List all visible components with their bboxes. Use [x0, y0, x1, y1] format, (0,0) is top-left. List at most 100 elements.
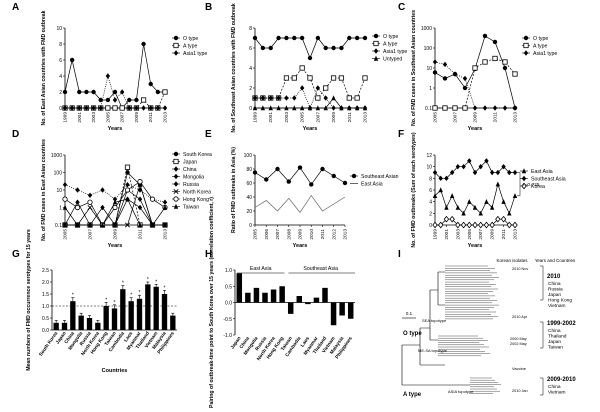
group-years: 1999-2002 [547, 321, 576, 327]
y-axis-label: Pairing of outbreak-time point to South … [209, 197, 215, 408]
legend-marker [523, 42, 529, 49]
data-point [501, 198, 506, 204]
legend-label: Untyped [383, 57, 402, 63]
bar [120, 289, 126, 330]
x-tick-label: 2005 [433, 112, 439, 123]
data-point [323, 95, 328, 101]
y-tick-label: 6 [249, 46, 252, 52]
y-tick-label: 100 [54, 171, 63, 177]
data-point [472, 221, 478, 229]
data-point [260, 45, 266, 51]
series-line [254, 167, 346, 186]
data-point [162, 199, 168, 205]
y-tick-label: 4 [429, 200, 432, 206]
data-point [87, 192, 93, 198]
significance-mark: * [72, 293, 74, 299]
legend-marker [521, 182, 527, 190]
data-point [124, 222, 131, 228]
legend-label: Southeast Asian [361, 174, 399, 180]
data-point [252, 35, 258, 41]
x-tick-label: 2007 [453, 112, 459, 123]
data-point [140, 97, 147, 103]
data-point [62, 222, 68, 228]
data-point [91, 105, 96, 111]
y-tick-label: 100 [424, 46, 433, 52]
series-line [254, 194, 346, 213]
y-tick-label: 8 [249, 26, 252, 32]
x-axis-label: Years [303, 126, 318, 132]
scale-label: 0.1 [406, 311, 413, 316]
group-bracket [540, 321, 544, 349]
data-point [155, 105, 161, 111]
data-point [84, 105, 89, 111]
data-point [69, 57, 75, 63]
data-point [252, 105, 258, 111]
data-point [462, 75, 468, 82]
significance-mark: * [114, 300, 116, 306]
data-point [330, 75, 337, 81]
panel-label: D [12, 129, 19, 140]
significance-mark: * [122, 281, 124, 287]
group-bracket [540, 377, 544, 396]
data-point [501, 163, 506, 170]
y-tick-label: 0 [429, 223, 432, 229]
group-country: Japan [548, 292, 561, 298]
x-tick-label: 2005 [300, 112, 306, 123]
legend-marker [373, 40, 379, 47]
y-tick-label: 1000 [51, 153, 62, 159]
data-point [442, 105, 448, 111]
group-country: Vietnam [548, 390, 566, 396]
data-point [449, 169, 455, 176]
x-tick-label: 2001 [77, 112, 83, 123]
x-tick-label: 2009 [473, 112, 479, 123]
data-point [455, 221, 461, 229]
x-axis-label: Years [468, 243, 483, 249]
data-point [105, 97, 111, 103]
data-point [284, 95, 289, 101]
data-point [432, 193, 438, 199]
data-point [307, 75, 313, 81]
data-point [98, 105, 103, 111]
y-tick-label: 0.0 [225, 301, 232, 307]
data-point [112, 199, 118, 205]
y-tick-label: 2 [59, 90, 62, 96]
data-point [354, 95, 360, 101]
data-point [105, 73, 111, 79]
data-point [286, 179, 291, 184]
group-country: Russia [548, 287, 563, 293]
bar [145, 284, 151, 330]
panel-f: F 0 2 4 6 8 10 12 1999 2001 2003 2005 2007 2009 2011 20… [398, 129, 566, 249]
data-point [432, 169, 438, 176]
y-tick-label: -0.5 [223, 317, 232, 323]
bar [153, 286, 159, 330]
legend-label: Taiwan [183, 205, 199, 211]
series-line [255, 67, 366, 99]
data-point [315, 85, 321, 91]
data-point [489, 221, 495, 229]
data-point [484, 198, 489, 204]
y-tick-label: 6 [429, 188, 432, 194]
korean-isolate-mark: 2000 May [510, 337, 527, 341]
legend-label: East Asia [531, 169, 553, 175]
data-point [148, 105, 153, 111]
x-tick-label: 2011 [320, 229, 326, 240]
x-tick-label: 2005 [63, 229, 69, 240]
x-axis-label: Years [108, 126, 123, 132]
header-korean-isolates: Korean isolates [496, 258, 528, 263]
data-point [449, 193, 455, 199]
bar [339, 302, 345, 316]
significance-mark: * [147, 277, 149, 283]
data-point [297, 165, 303, 170]
data-point [307, 105, 313, 111]
data-point [260, 105, 266, 111]
data-point [276, 35, 281, 41]
data-point [492, 105, 498, 111]
data-point [150, 222, 155, 228]
significance-mark: * [164, 285, 166, 291]
legend-label: Asia1 type [533, 51, 557, 57]
bar [70, 301, 76, 330]
data-point [466, 221, 473, 229]
group-country: Thailand [548, 334, 567, 340]
data-point [331, 45, 336, 51]
bar [103, 306, 109, 330]
